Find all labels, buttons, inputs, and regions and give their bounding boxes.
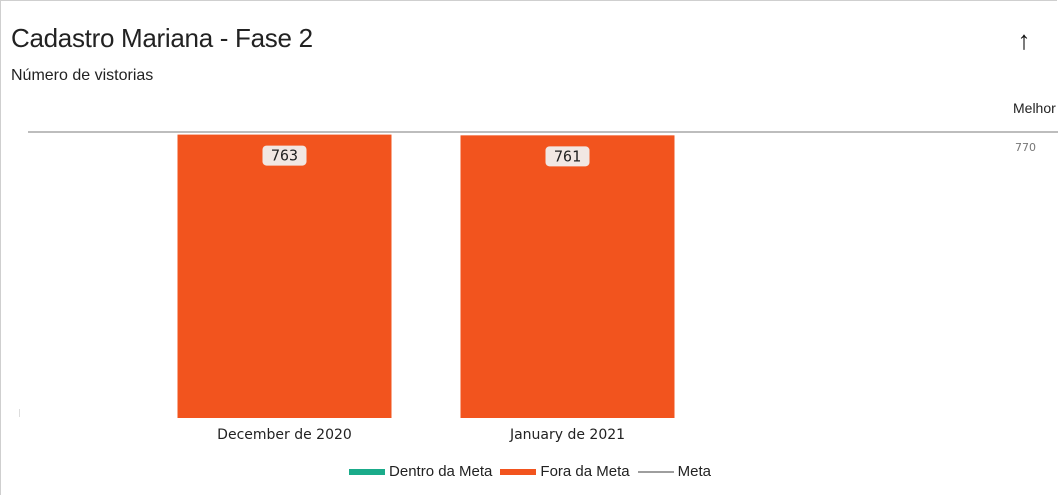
direction-label: Melhor: [1013, 100, 1056, 116]
legend-item-fora[interactable]: Fora da Meta: [500, 463, 630, 480]
legend-label-fora: Fora da Meta: [540, 463, 630, 480]
legend-label-meta: Meta: [677, 463, 711, 480]
axis-edge-mark: [19, 409, 20, 417]
legend-swatch-dentro: [349, 468, 386, 475]
legend-swatch-meta: [637, 470, 674, 473]
bar-fora-da-meta[interactable]: [177, 134, 392, 418]
x-tick-label: January de 2021: [509, 427, 625, 443]
legend-item-meta[interactable]: Meta: [637, 463, 711, 480]
bar-fora-da-meta[interactable]: [460, 135, 675, 419]
data-label-box: [262, 145, 307, 166]
data-label: 761: [554, 147, 581, 165]
arrow-up-icon: ↑: [1017, 25, 1031, 55]
data-label: 763: [271, 147, 298, 165]
legend-item-dentro[interactable]: Dentro da Meta: [349, 463, 492, 480]
legend-swatch-fora: [500, 468, 537, 475]
meta-value-label: 770: [1015, 141, 1036, 154]
chart-title: Cadastro Mariana - Fase 2: [11, 23, 313, 53]
legend: Dentro da Meta Fora da Meta Meta: [1, 463, 1058, 480]
x-tick-label: December de 2020: [217, 427, 352, 443]
chart-subtitle: Número de vistorias: [11, 67, 154, 84]
data-label-box: [545, 146, 590, 167]
legend-label-dentro: Dentro da Meta: [389, 463, 493, 480]
